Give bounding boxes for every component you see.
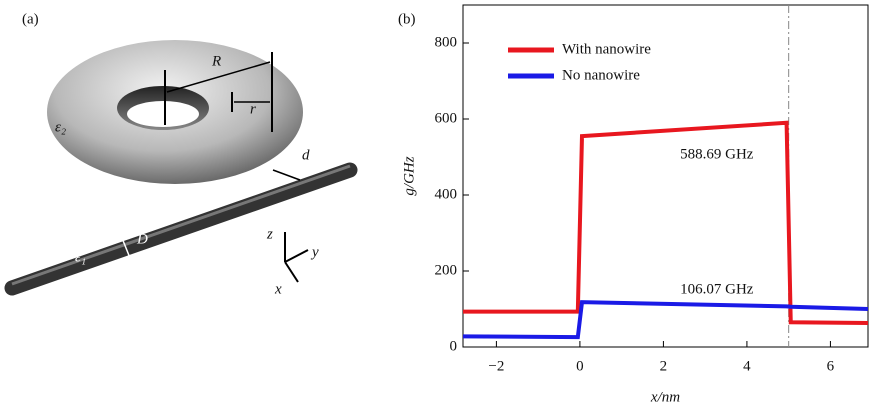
y-tick-label: 400: [435, 186, 458, 202]
panel-a: (a) R r d D ε₂ ε₁ z y x: [4, 11, 358, 297]
legend-label: No nanowire: [562, 67, 640, 83]
annotation: 588.69 GHz: [680, 147, 754, 163]
label-R: R: [211, 53, 221, 69]
x-tick-label: 2: [660, 358, 668, 374]
x-tick-label: 6: [827, 358, 835, 374]
label-x: x: [274, 281, 282, 297]
label-r: r: [250, 101, 256, 117]
axis-arrow: [284, 249, 309, 263]
annotation: 106.07 GHz: [680, 281, 754, 297]
panel-b: (b) 0 200 400 600 800 −2 0 2 4 6 x/nm g/GHz With nan…: [398, 4, 869, 405]
axis-arrow: [284, 261, 299, 283]
dim-arrow: [272, 169, 301, 181]
label-z: z: [266, 226, 273, 242]
series-line: [463, 120, 869, 326]
nanowire-highlight: [11, 164, 351, 286]
plot-frame: [462, 4, 869, 348]
y-tick-label: 200: [435, 262, 458, 278]
panel-label: (a): [22, 11, 39, 27]
dim-arrow: [119, 232, 131, 259]
legend-label: With nanowire: [562, 41, 651, 57]
x-tick-label: 0: [576, 358, 584, 374]
label-D: D: [136, 231, 148, 247]
panel-label: (b): [398, 11, 416, 27]
y-tick-label: 600: [435, 110, 458, 126]
label-eps1: ε₁: [75, 249, 86, 265]
x-axis-label: x/nm: [650, 389, 680, 405]
label-y: y: [310, 244, 319, 260]
y-tick-label: 0: [450, 338, 458, 354]
torus-hole: [127, 101, 199, 127]
dim-arrow: [166, 61, 271, 93]
label-d: d: [302, 147, 310, 163]
y-axis-label: g/GHz: [401, 156, 417, 195]
nanowire: [4, 162, 358, 296]
series-line: [462, 300, 869, 340]
x-tick-label: 4: [743, 358, 751, 374]
x-tick-label: −2: [488, 358, 504, 374]
label-eps2: ε₂: [55, 119, 66, 135]
y-tick-label: 800: [435, 34, 458, 50]
